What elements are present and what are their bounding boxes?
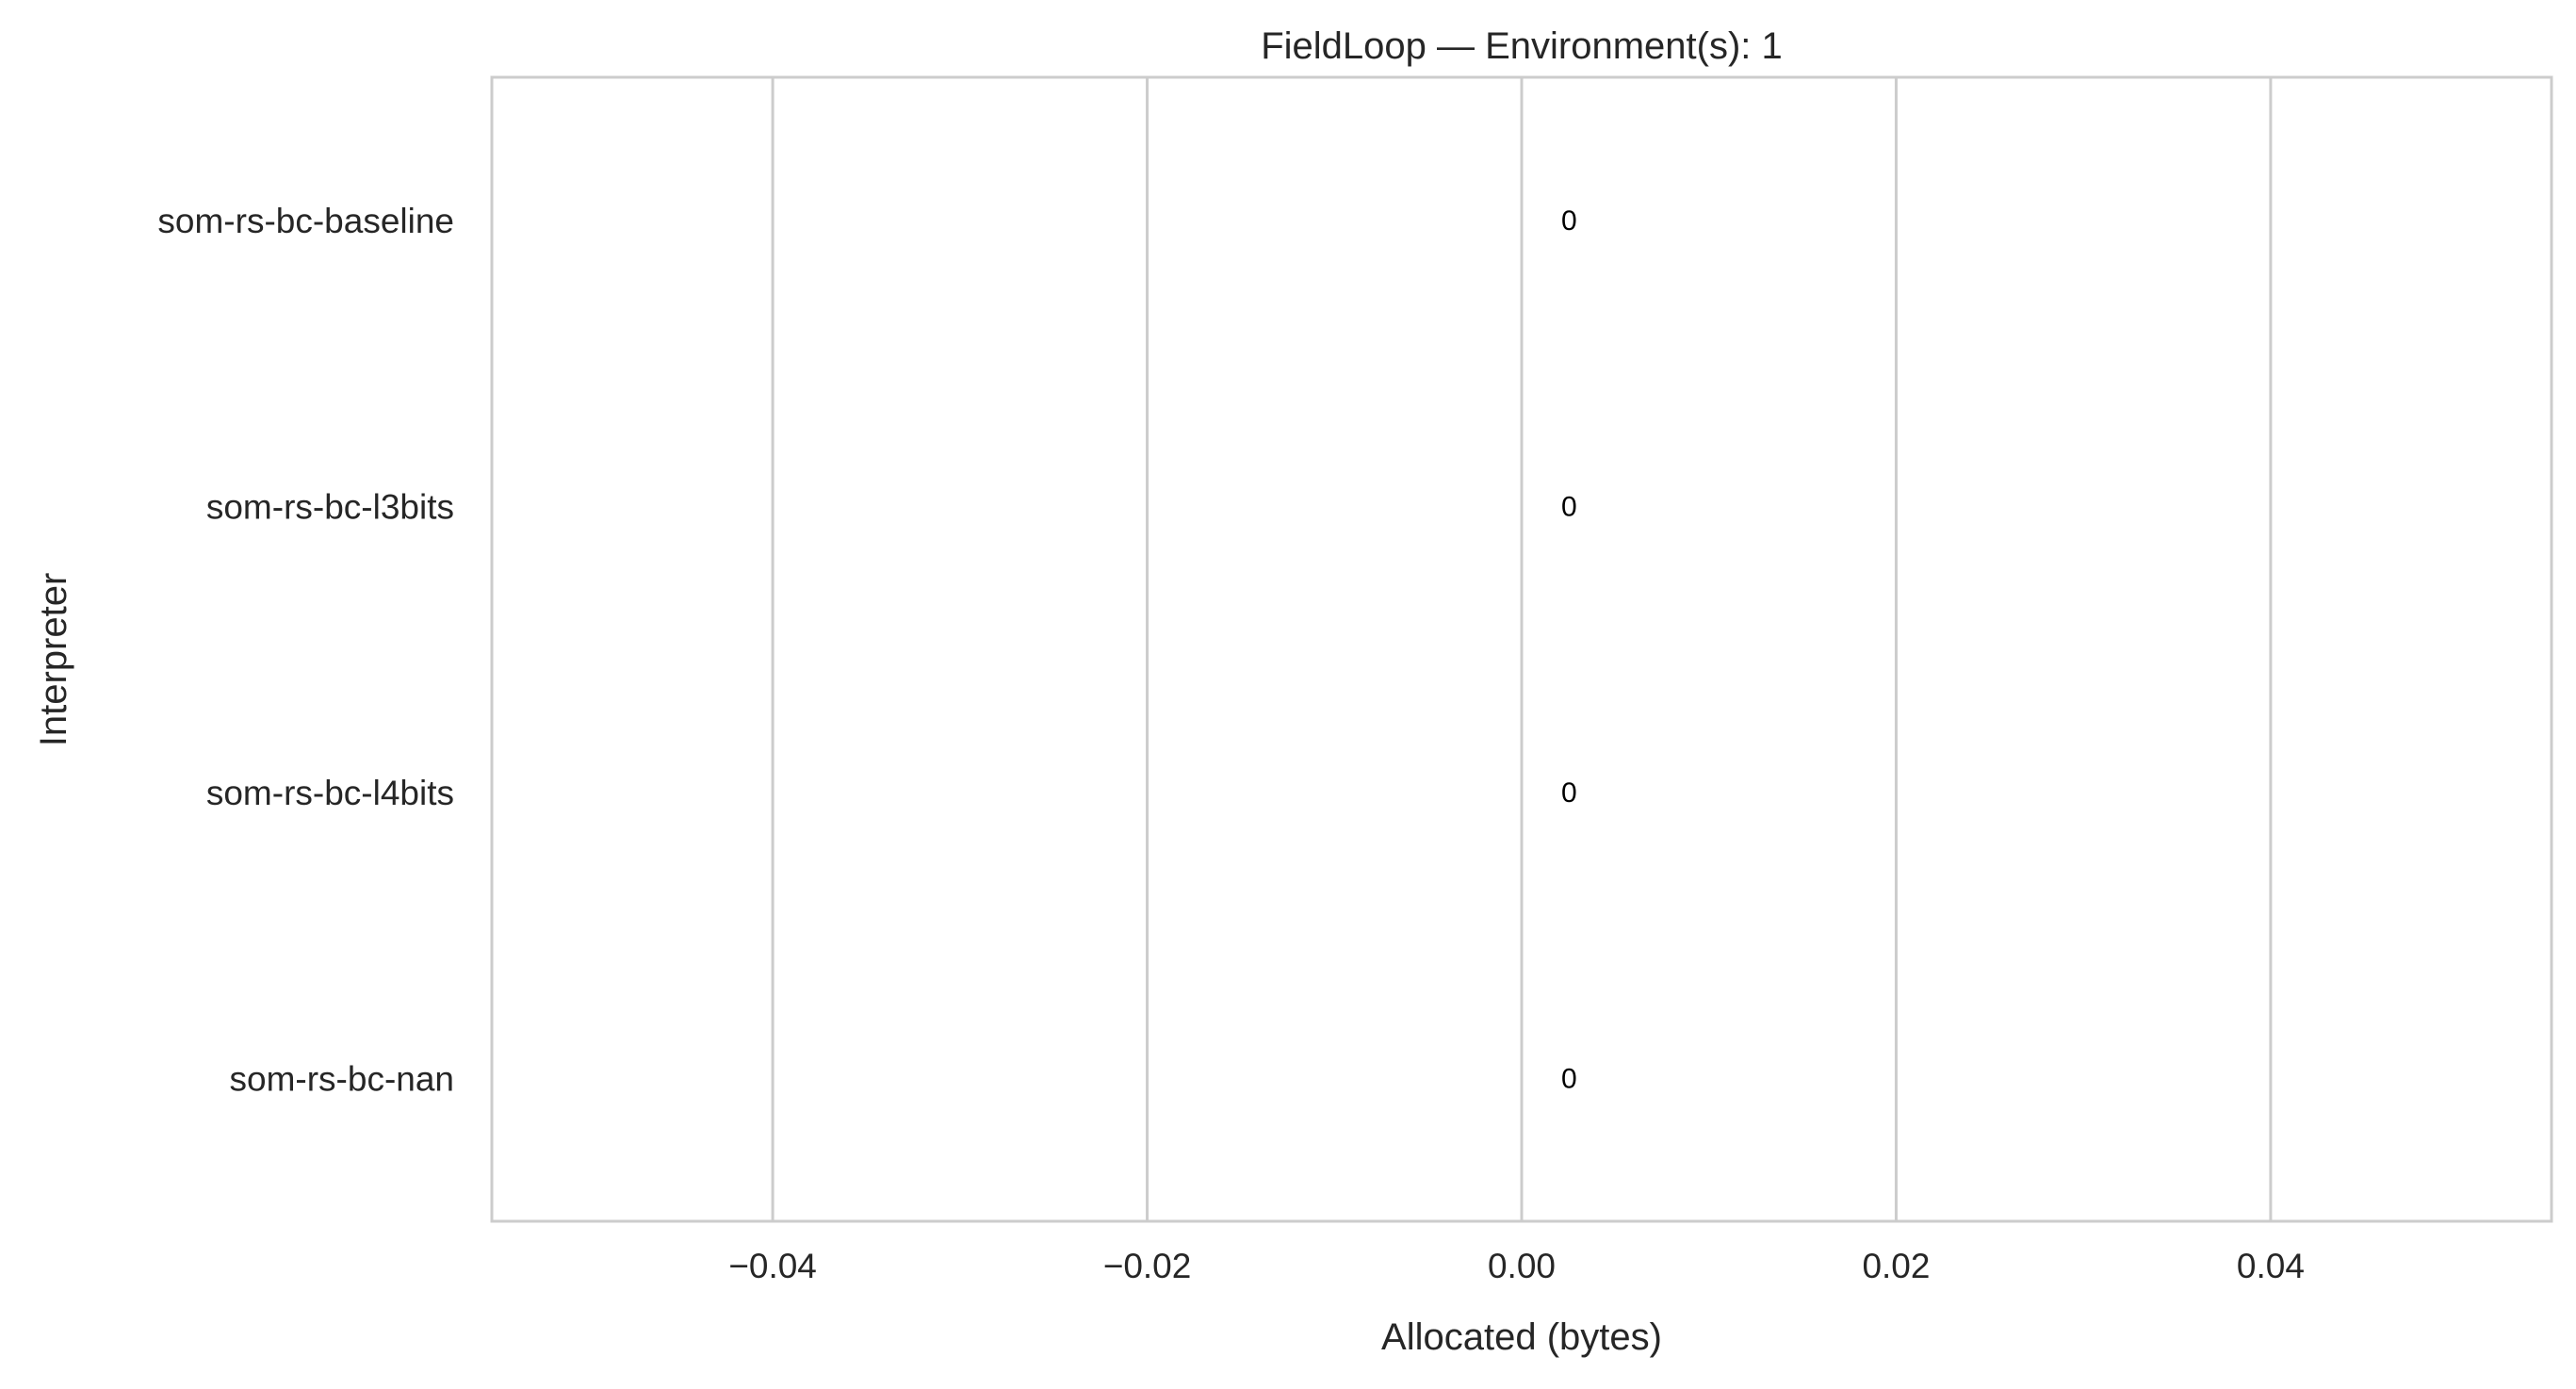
- y-axis-label: Interpreter: [33, 573, 74, 747]
- plot-area-frame: [490, 75, 2553, 1223]
- y-tick-label: som-rs-bc-l3bits: [206, 487, 454, 526]
- x-tick-label: 0.00: [1488, 1247, 1556, 1285]
- y-tick-label: som-rs-bc-nan: [230, 1059, 455, 1098]
- data-label: 0: [1561, 491, 1577, 522]
- x-tick-label: −0.04: [728, 1247, 817, 1285]
- data-label: 0: [1561, 777, 1577, 809]
- data-label: 0: [1561, 1063, 1577, 1094]
- data-labels: 0 0 0 0: [1561, 205, 1577, 1095]
- x-axis-ticks: −0.04 −0.02 0.00 0.02 0.04: [728, 1247, 2305, 1285]
- grid-lines: [771, 77, 2273, 1221]
- x-tick-label: −0.02: [1103, 1247, 1192, 1285]
- x-tick-label: 0.02: [1862, 1247, 1930, 1285]
- y-tick-label: som-rs-bc-l4bits: [206, 774, 454, 812]
- y-axis-ticks: som-rs-bc-baseline som-rs-bc-l3bits som-rs…: [157, 202, 454, 1099]
- x-axis-label: Allocated (bytes): [1381, 1316, 1662, 1358]
- x-tick-label: 0.04: [2237, 1247, 2305, 1285]
- data-label: 0: [1561, 205, 1577, 237]
- y-tick-label: som-rs-bc-baseline: [157, 202, 454, 240]
- chart-title: FieldLoop — Environment(s): 1: [1261, 25, 1783, 67]
